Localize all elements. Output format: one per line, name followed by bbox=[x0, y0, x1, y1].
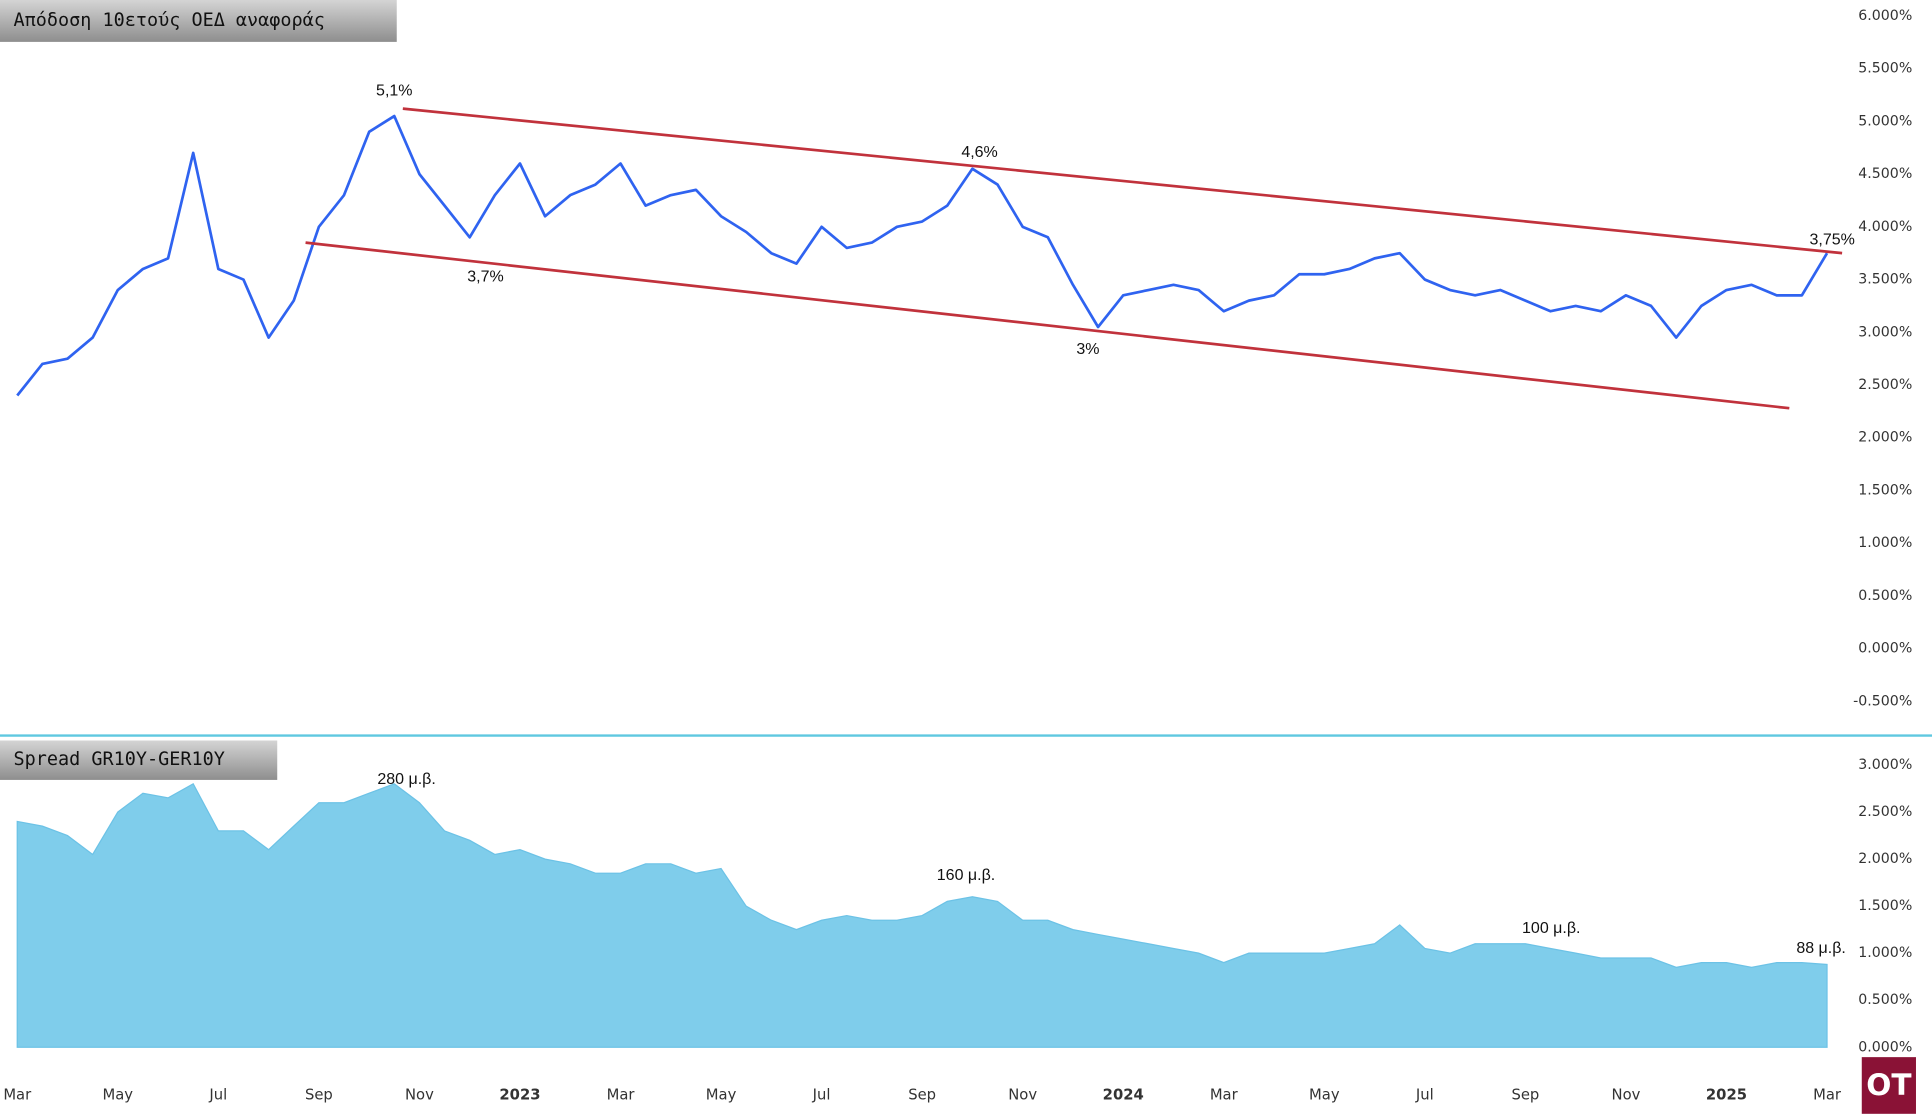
x-tick-label: Jul bbox=[208, 1086, 227, 1103]
x-tick-label: Jul bbox=[1415, 1086, 1434, 1103]
logo: OT bbox=[1866, 1068, 1911, 1102]
annotation: 3% bbox=[1076, 341, 1099, 358]
x-tick-label: 2025 bbox=[1706, 1086, 1747, 1103]
y-tick-label: -0.500% bbox=[1853, 693, 1912, 709]
y-tick-label: 1.500% bbox=[1858, 898, 1912, 914]
y-tick-label: 5.500% bbox=[1858, 61, 1912, 77]
annotation: 280 μ.β. bbox=[377, 771, 435, 788]
annotation: 100 μ.β. bbox=[1522, 920, 1580, 937]
trend-line bbox=[402, 107, 1843, 255]
y-tick-label: 2.500% bbox=[1858, 804, 1912, 820]
x-tick-label: 2024 bbox=[1103, 1086, 1144, 1103]
y-tick-label: 1.000% bbox=[1858, 945, 1912, 961]
x-tick-label: May bbox=[1309, 1086, 1340, 1103]
x-tick-label: Nov bbox=[1008, 1086, 1037, 1103]
series-line bbox=[16, 114, 1829, 397]
x-tick-label: Mar bbox=[3, 1086, 32, 1103]
y-tick-label: 0.500% bbox=[1858, 588, 1912, 604]
chart-title: Απόδοση 10ετούς ΟΕΔ αναφοράς bbox=[14, 10, 325, 31]
x-tick-label: 2023 bbox=[499, 1086, 540, 1103]
y-tick-label: 4.000% bbox=[1858, 219, 1912, 235]
y-tick-label: 0.500% bbox=[1858, 992, 1912, 1008]
chart-title: Spread GR10Y-GER10Y bbox=[14, 749, 225, 770]
y-tick-label: 1.500% bbox=[1858, 482, 1912, 498]
y-tick-label: 4.500% bbox=[1858, 166, 1912, 182]
x-tick-label: Sep bbox=[908, 1086, 936, 1103]
y-tick-label: 5.000% bbox=[1858, 113, 1912, 129]
title-box bbox=[0, 740, 278, 780]
y-tick-label: 0.000% bbox=[1858, 1039, 1912, 1055]
logo-box bbox=[1861, 1057, 1916, 1114]
y-tick-label: 3.000% bbox=[1858, 757, 1912, 773]
x-tick-label: May bbox=[103, 1086, 134, 1103]
x-tick-label: Nov bbox=[405, 1086, 434, 1103]
y-tick-label: 1.000% bbox=[1858, 535, 1912, 551]
annotation: 88 μ.β. bbox=[1796, 940, 1846, 957]
x-tick-label: Sep bbox=[305, 1086, 333, 1103]
x-tick-label: Jul bbox=[812, 1086, 831, 1103]
trend-line bbox=[305, 241, 1790, 410]
annotation: 3,75% bbox=[1810, 231, 1855, 248]
y-tick-label: 0.000% bbox=[1858, 641, 1912, 657]
x-tick-label: Nov bbox=[1612, 1086, 1641, 1103]
y-tick-label: 2.500% bbox=[1858, 377, 1912, 393]
y-tick-label: 3.000% bbox=[1858, 324, 1912, 340]
x-tick-label: Mar bbox=[607, 1086, 636, 1103]
y-tick-label: 2.000% bbox=[1858, 851, 1912, 867]
x-tick-label: Mar bbox=[1210, 1086, 1239, 1103]
x-tick-label: Sep bbox=[1511, 1086, 1539, 1103]
title-box bbox=[0, 0, 397, 42]
x-tick-label: Mar bbox=[1813, 1086, 1842, 1103]
series-area bbox=[16, 783, 1828, 1048]
annotation: 160 μ.β. bbox=[937, 867, 995, 884]
x-tick-label: May bbox=[706, 1086, 737, 1103]
y-tick-label: 3.500% bbox=[1858, 272, 1912, 288]
annotation: 3,7% bbox=[467, 268, 503, 285]
annotation: 4,6% bbox=[961, 144, 997, 161]
y-tick-label: 6.000% bbox=[1858, 8, 1912, 24]
annotation: 5,1% bbox=[376, 82, 412, 99]
y-tick-label: 2.000% bbox=[1858, 430, 1912, 446]
